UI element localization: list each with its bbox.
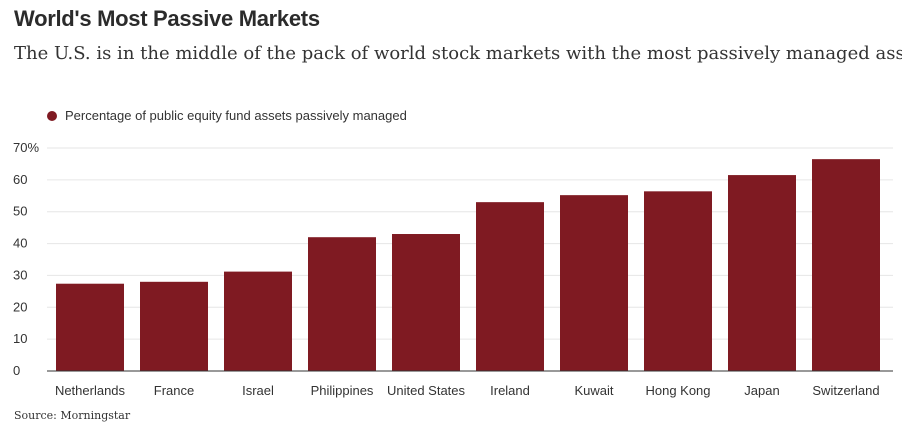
x-tick-label: Japan xyxy=(744,383,779,398)
x-tick-label: France xyxy=(154,383,194,398)
x-tick-label: Ireland xyxy=(490,383,530,398)
bar-japan xyxy=(728,175,796,371)
y-tick-label: 20 xyxy=(13,299,27,314)
bar-israel xyxy=(224,271,292,371)
bar-philippines xyxy=(308,237,376,371)
source-note: Source: Morningstar xyxy=(14,409,131,422)
y-tick-label: 10 xyxy=(13,331,27,346)
y-tick-label: 50 xyxy=(13,204,27,219)
bars xyxy=(56,159,880,371)
y-tick-label: 60 xyxy=(13,172,27,187)
x-tick-label: United States xyxy=(387,383,466,398)
bar-france xyxy=(140,281,208,371)
x-tick-label: Netherlands xyxy=(55,383,126,398)
y-tick-label: 0 xyxy=(13,363,20,378)
bar-united-states xyxy=(392,234,460,371)
bar-netherlands xyxy=(56,283,124,371)
bar-hong-kong xyxy=(644,191,712,371)
x-tick-label: Kuwait xyxy=(574,383,613,398)
x-tick-label: Philippines xyxy=(311,383,374,398)
axes: 0 10 20 30 40 50 60 70% Netherlands France Israel P… xyxy=(13,140,893,398)
legend-swatch xyxy=(47,110,57,121)
x-tick-label: Israel xyxy=(242,383,274,398)
legend: Percentage of public equity fund assets … xyxy=(47,108,407,123)
bar-switzerland xyxy=(812,159,880,371)
bar-ireland xyxy=(476,202,544,371)
chart-subtitle: The U.S. is in the middle of the pack of… xyxy=(14,43,902,64)
x-tick-label: Switzerland xyxy=(812,383,879,398)
x-tick-label: Hong Kong xyxy=(645,383,710,398)
y-tick-label: 40 xyxy=(13,236,27,251)
y-tick-label: 70% xyxy=(13,140,39,155)
bar-kuwait xyxy=(560,195,628,371)
y-tick-label: 30 xyxy=(13,267,27,282)
legend-label: Percentage of public equity fund assets … xyxy=(65,108,407,123)
chart-title: World's Most Passive Markets xyxy=(14,6,320,31)
